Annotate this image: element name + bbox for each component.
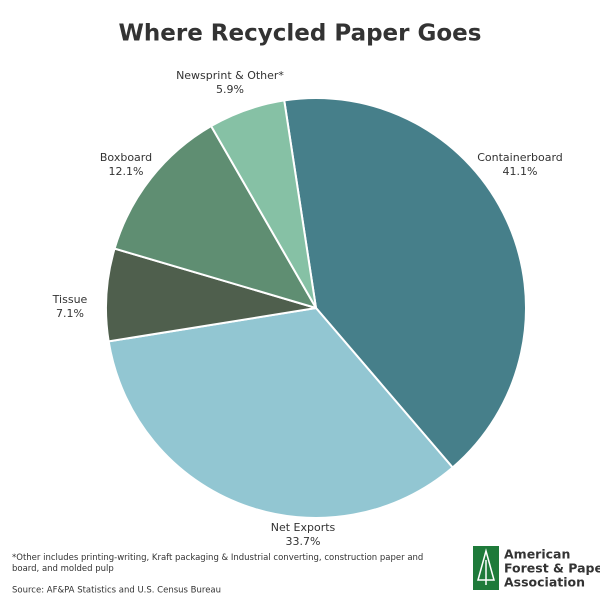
slice-label: Newsprint & Other*: [176, 69, 284, 82]
chart-title: Where Recycled Paper Goes: [119, 21, 482, 47]
source: Source: AF&PA Statistics and U.S. Census…: [12, 586, 221, 596]
logo-text: American: [504, 547, 570, 562]
slice-label: Boxboard: [100, 151, 152, 164]
slice-value: 33.7%: [286, 535, 321, 548]
slice-value: 5.9%: [216, 83, 244, 96]
pie: [105, 97, 527, 519]
slice-label: Net Exports: [271, 521, 336, 534]
pie-slice: [283, 97, 527, 469]
logo-text: Association: [504, 575, 585, 590]
slice-value: 41.1%: [503, 165, 538, 178]
logo-text: Forest & Paper: [504, 561, 600, 576]
slice-label: Containerboard: [477, 151, 563, 164]
footnote-box: *Other includes printing-writing, Kraft …: [12, 553, 424, 574]
logo-icon: [473, 546, 499, 590]
pie-slice: [209, 99, 317, 309]
slice-label: Tissue: [52, 293, 88, 306]
pie-slice: [113, 124, 319, 310]
footnote: *Other includes printing-writing, Kraft …: [12, 553, 424, 574]
slice-value: 12.1%: [109, 165, 144, 178]
pie-slice: [107, 306, 455, 519]
slice-value: 7.1%: [56, 307, 84, 320]
